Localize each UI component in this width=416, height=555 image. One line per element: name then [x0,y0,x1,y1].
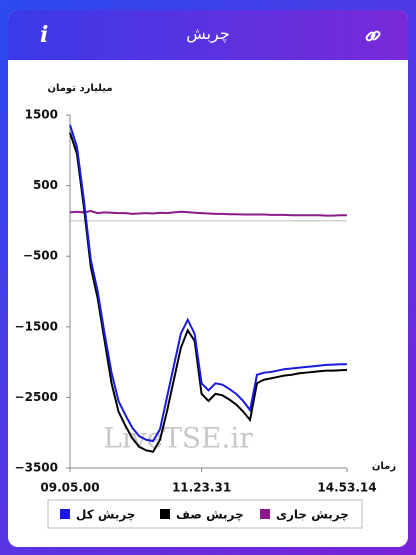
series-line [69,132,348,453]
x-tick-label: 09.05.00 [40,481,99,495]
chart-title: چربش [186,24,230,43]
legend-label: چربش صف [176,508,244,522]
series-line [69,209,347,217]
y-tick-label: −1500 [15,319,58,333]
legend-swatch [260,509,270,519]
series-line [69,124,347,443]
legend-box [47,499,363,529]
card: i چربش [8,10,408,547]
legend-swatch [160,509,170,519]
legend-label: چربش جاری [276,508,349,522]
y-tick-label: −500 [23,249,58,263]
x-tick-label: 11.23.31 [172,481,231,495]
y-tick-label: −2500 [15,390,58,404]
x-tick-label: 14.53.14 [317,481,376,495]
y-tick-label: −3500 [15,461,58,475]
x-axis-label: زمان [372,461,396,472]
legend-swatch [60,509,70,519]
y-tick-label: 1500 [25,108,58,122]
y-axis-label: میلیارد تومان [47,83,112,94]
y-tick-label: 500 [33,178,58,192]
info-icon[interactable]: i [40,22,49,48]
watermark: LiveTSE.ir [103,422,253,455]
link-icon[interactable] [363,26,383,46]
header: i چربش [8,10,408,60]
legend-label: چربش کل [76,508,135,522]
